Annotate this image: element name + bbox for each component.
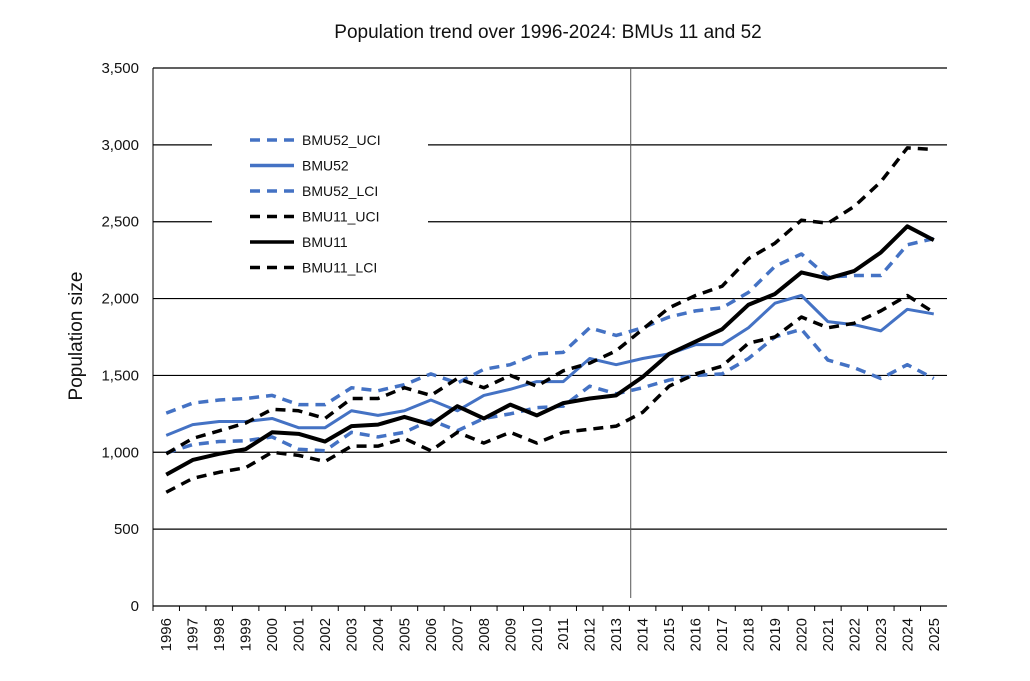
x-tick-label: 2005 xyxy=(396,618,413,651)
x-tick-label: 2010 xyxy=(529,618,546,651)
y-tick-label: 1,000 xyxy=(101,444,139,461)
series-lines xyxy=(165,146,935,494)
x-tick-label: 2022 xyxy=(846,618,863,651)
x-tick-label: 2002 xyxy=(317,618,334,651)
y-tick-label: 3,000 xyxy=(101,137,139,154)
legend-label: BMU11_UCI xyxy=(302,209,380,225)
x-tick-label: 2003 xyxy=(344,618,361,651)
chart-title: Population trend over 1996-2024: BMUs 11… xyxy=(334,22,761,43)
x-tick-label: 2017 xyxy=(714,618,731,651)
x-tick-label: 2000 xyxy=(264,618,281,651)
y-axis-ticks: 0 500 1,000 1,500 2,000 2,500 3,000 3,500 xyxy=(101,60,139,615)
x-tick-label: 2016 xyxy=(688,618,705,651)
y-tick-label: 3,500 xyxy=(101,60,139,77)
x-axis-ticks: 1996 1997 1998 1999 2000 2001 2002 2003 2004 2005… xyxy=(152,606,943,651)
y-tick-label: 1,500 xyxy=(101,367,139,384)
x-tick-label: 2025 xyxy=(926,618,943,651)
series-line-bmu52 xyxy=(165,293,935,437)
x-tick-label: 2008 xyxy=(476,618,493,651)
x-tick-label: 2020 xyxy=(793,618,810,651)
x-tick-label: 2006 xyxy=(423,618,440,651)
series-line-bmu11-uci xyxy=(165,146,934,456)
x-tick-label: 2014 xyxy=(635,618,652,651)
x-tick-label: 2018 xyxy=(741,618,758,651)
legend: BMU52_UCI BMU52 BMU52_LCI BMU11_UCI BMU11 BMU… xyxy=(212,123,428,289)
y-tick-label: 2,500 xyxy=(101,214,139,231)
series-line-bmu11 xyxy=(165,224,935,477)
x-tick-label: 2009 xyxy=(502,618,519,651)
series-line-bmu52-lci xyxy=(165,327,935,455)
y-axis-label: Population size xyxy=(66,272,87,401)
x-tick-label: 2015 xyxy=(661,618,678,651)
legend-label: BMU11 xyxy=(302,234,348,250)
series-line-bmu11-lci xyxy=(165,293,935,494)
x-tick-label: 2023 xyxy=(873,618,890,651)
x-tick-label: 2012 xyxy=(582,618,599,651)
x-tick-label: 1996 xyxy=(158,618,175,651)
y-tick-label: 2,000 xyxy=(101,291,139,308)
legend-label: BMU11_LCI xyxy=(302,260,377,276)
x-tick-label: 2021 xyxy=(820,618,837,651)
x-tick-label: 2013 xyxy=(608,618,625,651)
x-tick-label: 1997 xyxy=(185,618,202,651)
x-tick-label: 2011 xyxy=(555,618,572,650)
legend-label: BMU52 xyxy=(302,158,349,174)
y-tick-label: 0 xyxy=(131,598,139,615)
x-tick-label: 2007 xyxy=(449,618,466,651)
x-tick-label: 2004 xyxy=(370,618,387,651)
x-tick-label: 2001 xyxy=(291,618,308,651)
x-tick-label: 1998 xyxy=(211,618,228,651)
y-tick-label: 500 xyxy=(114,521,139,538)
x-tick-label: 1999 xyxy=(238,618,255,651)
legend-box xyxy=(212,123,428,289)
x-tick-label: 2019 xyxy=(767,618,784,651)
legend-label: BMU52_LCI xyxy=(302,183,378,199)
legend-label: BMU52_UCI xyxy=(302,132,381,148)
x-tick-label: 2024 xyxy=(899,618,916,651)
